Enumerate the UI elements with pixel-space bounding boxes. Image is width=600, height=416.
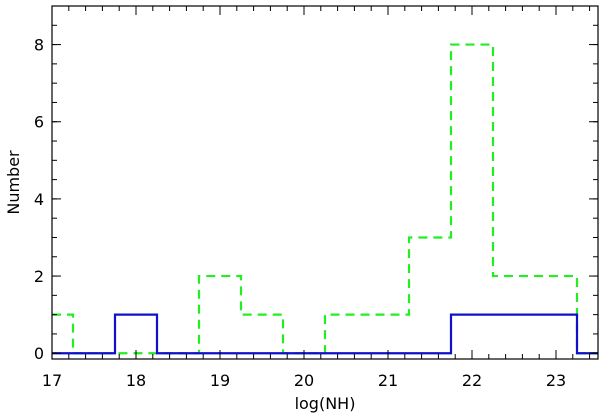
x-tick-label: 17 xyxy=(42,371,62,390)
series-dashed-line xyxy=(52,43,598,355)
series-layer xyxy=(52,43,598,355)
y-tick-label: 4 xyxy=(34,190,44,209)
y-tick-label: 8 xyxy=(34,36,44,55)
tick-layer: 17 18 19 20 21 22 23 0 2 4 6 8 xyxy=(34,5,598,390)
x-tick-label: 19 xyxy=(210,371,230,390)
x-tick-label: 21 xyxy=(378,371,398,390)
y-tick-label: 0 xyxy=(34,344,44,363)
x-tick-label: 22 xyxy=(462,371,482,390)
series-solid-line xyxy=(52,313,598,355)
plot-frame xyxy=(51,5,599,360)
x-tick-label: 18 xyxy=(126,371,146,390)
x-axis-title: log(NH) xyxy=(295,394,356,413)
y-tick-label: 6 xyxy=(34,113,44,132)
y-axis-title: Number xyxy=(4,150,23,215)
x-tick-label: 20 xyxy=(294,371,314,390)
y-tick-label: 2 xyxy=(34,267,44,286)
x-tick-label: 23 xyxy=(546,371,566,390)
